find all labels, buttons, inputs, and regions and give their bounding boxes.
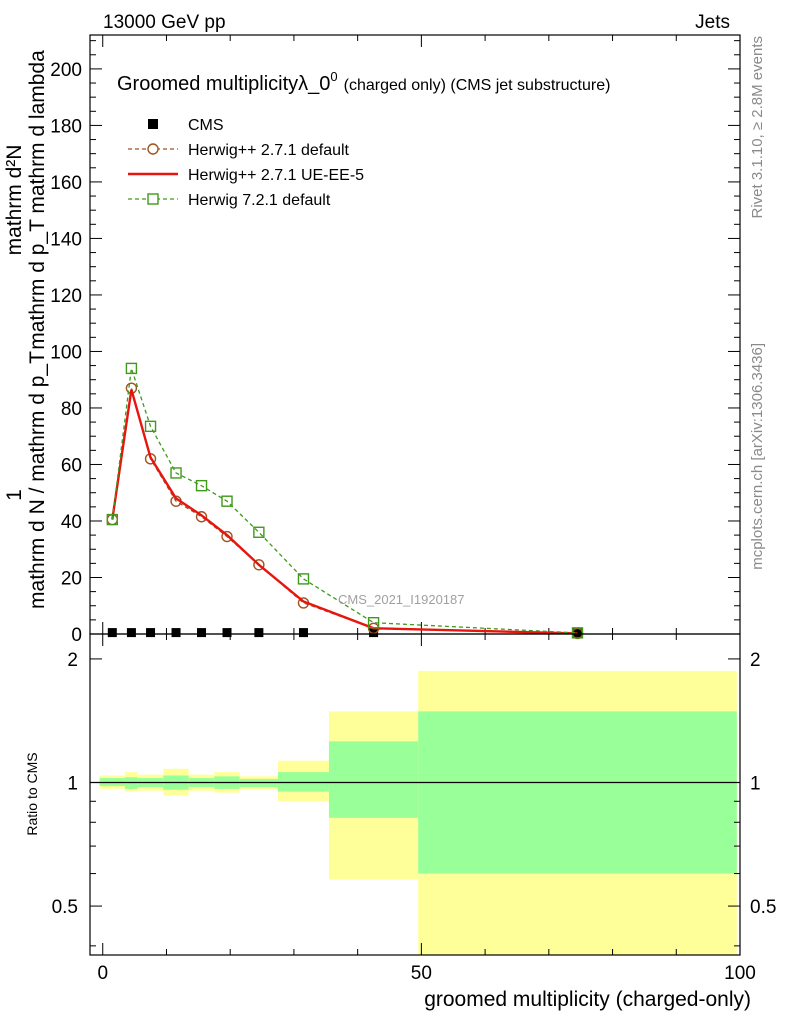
point-cms bbox=[107, 628, 117, 638]
chart-title-main: Groomed multiplicityλ_0 bbox=[117, 73, 330, 95]
y-tick-label: 160 bbox=[50, 173, 82, 194]
point-herwig7 bbox=[144, 420, 157, 433]
legend-label: CMS bbox=[188, 117, 224, 134]
ylabel-numerator-1: mathrm d²N bbox=[3, 145, 26, 256]
y-tick-label: 80 bbox=[61, 399, 82, 420]
ratio-band-inner bbox=[277, 772, 329, 792]
ratio-panel: 0.5 0.5 1 1 2 2 0 50 100 bbox=[52, 633, 776, 984]
point-cms bbox=[146, 628, 156, 638]
x-tick-label: 100 bbox=[724, 963, 756, 984]
main-ylabel: 1 mathrm d²N mathrm d p_T mathrm d lambd… bbox=[3, 50, 49, 609]
header-left: 13000 GeV pp bbox=[103, 12, 226, 33]
y-tick-label: 140 bbox=[50, 229, 82, 250]
header-right: Jets bbox=[695, 12, 730, 33]
ratio-band-inner bbox=[418, 711, 737, 874]
point-herwig7 bbox=[125, 362, 138, 375]
y-tick-label: 200 bbox=[50, 60, 82, 81]
legend-marker-square bbox=[147, 193, 159, 205]
legend: CMS Herwig++ 2.7.1 default Herwig++ 2.7.1 … bbox=[128, 117, 364, 209]
point-cms bbox=[126, 628, 136, 638]
line-herwig-7-2-1-default bbox=[111, 368, 578, 634]
ratio-y-tick-label-right: 1 bbox=[750, 773, 761, 794]
ratio-y-tick-label-right: 0.5 bbox=[750, 897, 776, 918]
main-series bbox=[106, 362, 584, 640]
y-tick-label: 20 bbox=[61, 568, 82, 589]
ratio-y-tick-label-left: 2 bbox=[67, 650, 78, 671]
point-herwig-default bbox=[253, 559, 265, 571]
point-cms bbox=[197, 628, 207, 638]
chart-title: Groomed multiplicityλ_00 (charged only) (… bbox=[117, 69, 610, 95]
watermark: CMS_2021_I1920187 bbox=[338, 592, 465, 607]
point-herwig7 bbox=[106, 513, 119, 526]
chart-title-sup: 0 bbox=[330, 69, 337, 84]
y-tick-label: 40 bbox=[61, 512, 82, 533]
y-tick-label: 120 bbox=[50, 286, 82, 307]
point-cms bbox=[222, 628, 232, 638]
point-herwig-default bbox=[195, 511, 208, 523]
point-herwig-default bbox=[221, 530, 233, 543]
x-tick-label: 50 bbox=[411, 963, 432, 984]
legend-marker-cms bbox=[148, 119, 158, 129]
legend-label: Herwig++ 2.7.1 default bbox=[188, 142, 350, 159]
ratio-band-inner bbox=[328, 741, 419, 818]
line-herwig-2-7-1-ue-ee-5 bbox=[111, 389, 578, 635]
point-cms bbox=[369, 628, 379, 638]
ylabel-denominator: mathrm d N / mathrm d p_T bbox=[26, 351, 49, 609]
point-herwig7 bbox=[221, 495, 233, 507]
main-panel: 0 20 40 60 80 100 120 140 160 180 200 bbox=[50, 34, 741, 646]
legend-label: Herwig++ 2.7.1 UE-EE-5 bbox=[188, 167, 364, 184]
ratio-bands bbox=[99, 670, 737, 955]
point-herwig7 bbox=[170, 467, 182, 479]
ratio-y-tick-label-left: 0.5 bbox=[52, 897, 78, 918]
ratio-frame bbox=[89, 633, 741, 956]
point-cms bbox=[298, 628, 308, 638]
y-tick-label: 60 bbox=[61, 455, 82, 476]
ratio-y-tick-label-right: 2 bbox=[750, 650, 761, 671]
ratio-ticks: 0.5 0.5 1 1 2 2 0 50 100 bbox=[52, 634, 776, 984]
point-herwig7 bbox=[253, 526, 265, 538]
ratio-ylabel: Ratio to CMS bbox=[24, 752, 40, 835]
legend-marker-circle bbox=[147, 143, 159, 155]
y-tick-label: 180 bbox=[50, 116, 82, 137]
legend-label: Herwig 7.2.1 default bbox=[188, 192, 331, 209]
side-mcplots: mcplots.cern.ch [arXiv:1306.3436] bbox=[749, 343, 766, 570]
y-tick-label: 100 bbox=[50, 342, 82, 363]
point-herwig7 bbox=[367, 616, 380, 629]
point-cms bbox=[171, 628, 181, 638]
side-rivet: Rivet 3.1.10, ≥ 2.8M events bbox=[749, 36, 766, 219]
y-tick-label: 0 bbox=[71, 625, 82, 646]
chart-title-sub: (charged only) (CMS jet substructure) bbox=[344, 77, 611, 94]
point-cms bbox=[254, 628, 264, 638]
x-axis-label: groomed multiplicity (charged-only) bbox=[424, 988, 751, 1011]
ylabel-one: 1 bbox=[3, 489, 26, 501]
point-herwig7 bbox=[195, 479, 208, 492]
point-herwig7 bbox=[571, 627, 584, 639]
ratio-y-tick-label-left: 1 bbox=[67, 773, 78, 794]
x-tick-label: 0 bbox=[97, 963, 108, 984]
point-herwig7 bbox=[297, 573, 310, 585]
ylabel-numerator-2: mathrm d p_T mathrm d lambda bbox=[26, 50, 49, 350]
